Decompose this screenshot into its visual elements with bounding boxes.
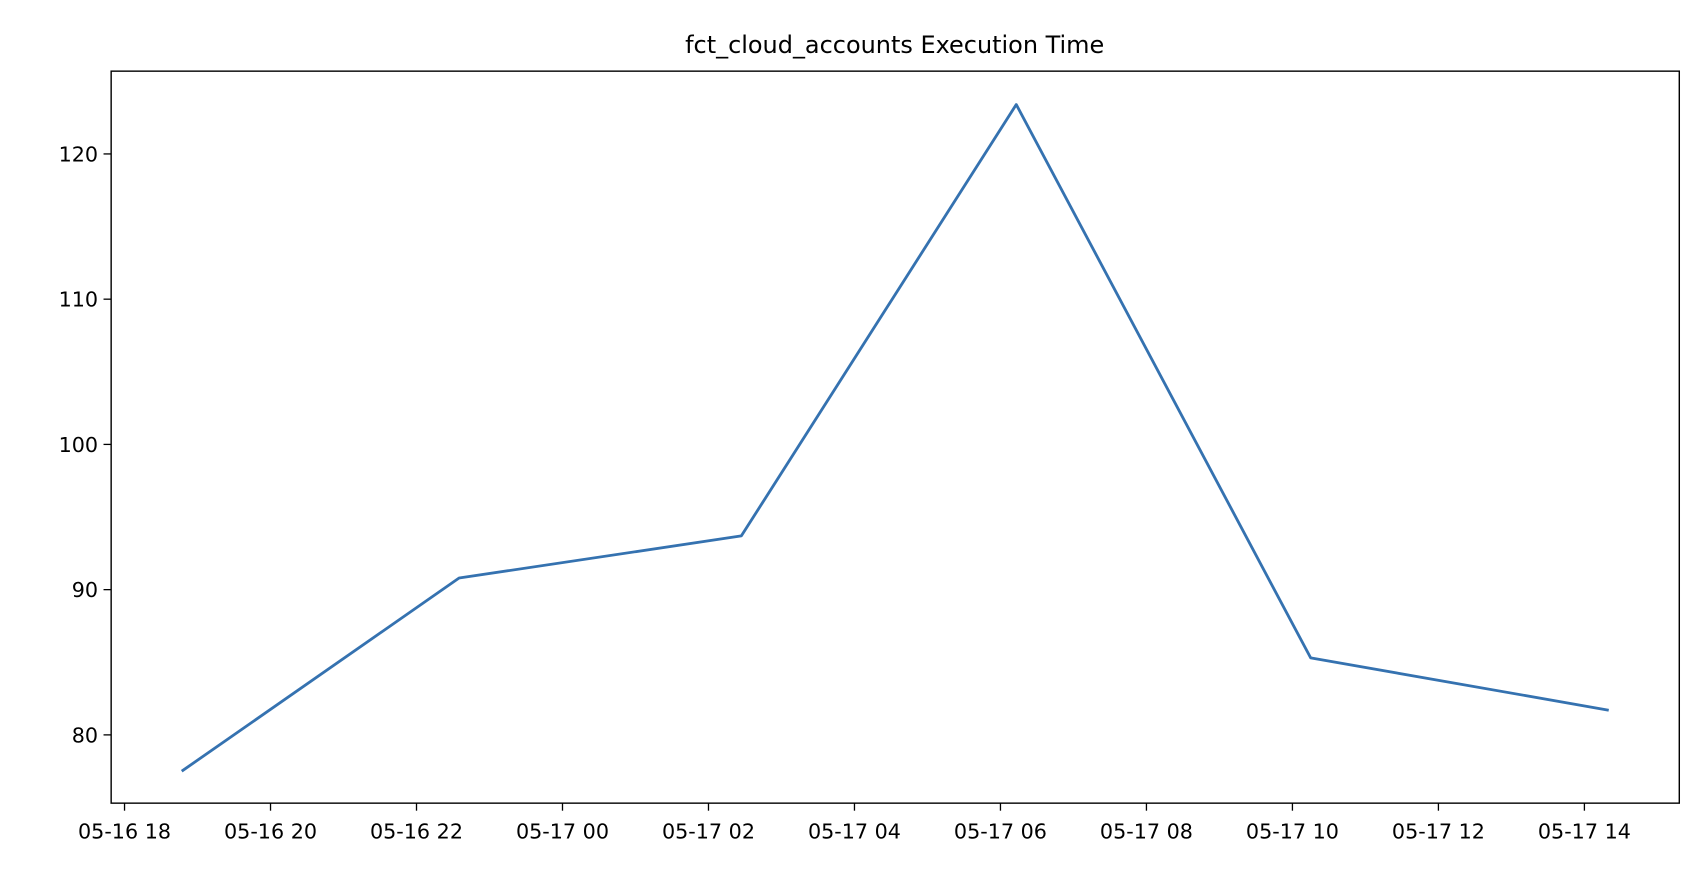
x-tick-label: 05-17 00 xyxy=(516,820,609,844)
chart-title: fct_cloud_accounts Execution Time xyxy=(685,31,1104,59)
x-tick-label: 05-16 18 xyxy=(78,820,171,844)
x-tick-label: 05-17 12 xyxy=(1392,820,1485,844)
y-tick-label: 80 xyxy=(72,724,98,748)
x-tick-label: 05-16 20 xyxy=(224,820,317,844)
x-tick-label: 05-17 04 xyxy=(808,820,901,844)
y-tick-label: 110 xyxy=(59,288,98,312)
x-tick-label: 05-17 06 xyxy=(954,820,1047,844)
x-tick-label: 05-17 14 xyxy=(1538,820,1631,844)
x-tick-label: 05-16 22 xyxy=(370,820,463,844)
series-line xyxy=(180,103,1609,773)
y-tick-label: 120 xyxy=(59,143,98,167)
plot-frame xyxy=(110,70,1681,804)
x-tick-label: 05-17 02 xyxy=(662,820,755,844)
x-tick-label: 05-17 10 xyxy=(1246,820,1339,844)
x-tick-label: 05-17 08 xyxy=(1100,820,1193,844)
y-tick-label: 90 xyxy=(72,578,98,602)
y-tick-label: 100 xyxy=(59,433,98,457)
